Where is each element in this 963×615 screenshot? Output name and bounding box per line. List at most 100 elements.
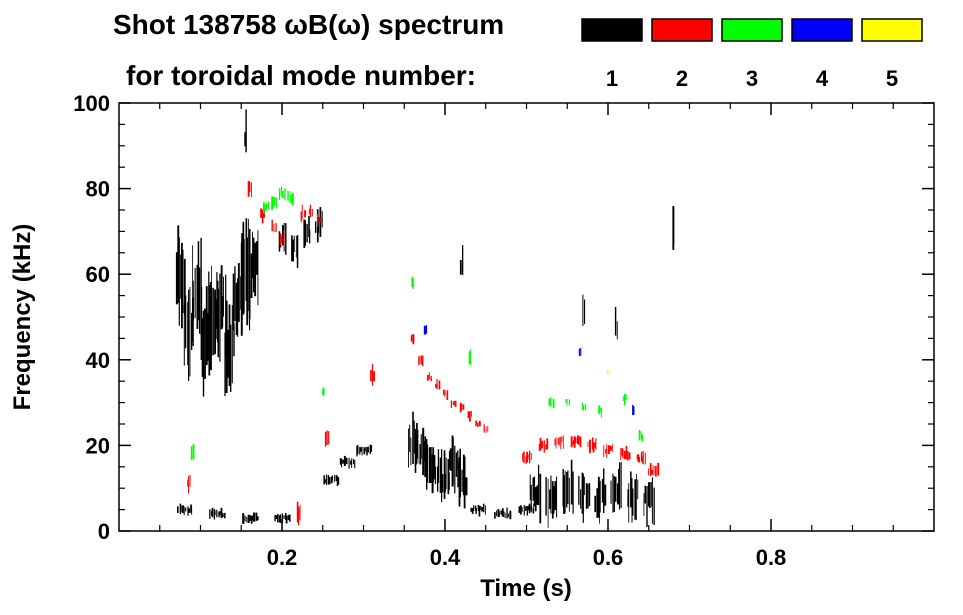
data-mark-n1 bbox=[209, 509, 211, 519]
data-mark-n3 bbox=[263, 202, 265, 214]
data-mark-n2 bbox=[522, 453, 524, 462]
data-mark-n1 bbox=[596, 488, 599, 518]
data-mark-n1 bbox=[585, 483, 587, 509]
legend-label-3: 3 bbox=[746, 66, 758, 91]
y-tick-label: 60 bbox=[86, 262, 110, 287]
data-mark-n1 bbox=[636, 474, 637, 521]
data-mark-n1 bbox=[619, 462, 621, 510]
data-mark-n3 bbox=[411, 276, 413, 288]
data-mark-n2 bbox=[328, 431, 330, 445]
data-mark-n1 bbox=[434, 466, 437, 485]
data-mark-n1 bbox=[500, 510, 502, 515]
data-mark-n1 bbox=[234, 266, 236, 321]
data-mark-n3 bbox=[190, 446, 193, 461]
data-mark-n2 bbox=[297, 507, 300, 526]
data-mark-n1 bbox=[223, 276, 224, 317]
data-mark-n1 bbox=[457, 450, 459, 469]
data-mark-n2 bbox=[546, 438, 549, 450]
data-mark-n1 bbox=[242, 221, 245, 315]
data-mark-n1 bbox=[341, 459, 343, 468]
data-mark-n2 bbox=[452, 401, 455, 406]
series-n2 bbox=[522, 435, 660, 477]
data-mark-n1 bbox=[651, 482, 652, 507]
data-mark-n1 bbox=[231, 305, 233, 384]
data-mark-n1 bbox=[651, 477, 653, 524]
data-mark-n1 bbox=[303, 219, 306, 248]
data-mark-n1 bbox=[415, 437, 417, 465]
data-mark-n3 bbox=[550, 397, 552, 407]
data-mark-n1 bbox=[275, 515, 278, 519]
data-mark-n1 bbox=[443, 450, 446, 499]
data-mark-n1 bbox=[615, 476, 617, 502]
data-mark-n2 bbox=[275, 223, 277, 232]
data-mark-n1 bbox=[414, 428, 417, 473]
data-mark-n1 bbox=[196, 264, 199, 329]
legend-swatch-4 bbox=[791, 18, 853, 42]
data-mark-n4 bbox=[632, 405, 634, 416]
data-mark-n2 bbox=[446, 390, 449, 400]
data-mark-n1 bbox=[538, 464, 540, 505]
data-mark-n1 bbox=[175, 252, 178, 305]
data-mark-n1 bbox=[637, 479, 639, 500]
legend: 1 2 3 4 5 bbox=[581, 18, 923, 91]
data-mark-n1 bbox=[455, 452, 458, 477]
data-mark-n2 bbox=[260, 208, 263, 218]
data-mark-n2 bbox=[247, 180, 250, 197]
data-mark-n1 bbox=[230, 324, 232, 392]
data-mark-n1 bbox=[616, 321, 618, 340]
data-mark-n1 bbox=[588, 483, 591, 506]
data-mark-n1 bbox=[177, 506, 179, 513]
data-mark-n2 bbox=[317, 213, 319, 227]
data-mark-n1 bbox=[248, 229, 251, 320]
data-mark-n1 bbox=[364, 447, 366, 452]
data-mark-n1 bbox=[233, 323, 235, 357]
y-tick-label: 100 bbox=[73, 91, 110, 116]
data-mark-n2 bbox=[412, 334, 415, 345]
legend-swatch-2 bbox=[651, 18, 713, 42]
data-mark-n4 bbox=[425, 325, 428, 334]
data-mark-n2 bbox=[471, 410, 472, 417]
data-mark-n3 bbox=[290, 194, 293, 203]
x-tick-label: 0.4 bbox=[430, 545, 461, 570]
legend-label-4: 4 bbox=[816, 66, 829, 91]
data-mark-n3 bbox=[581, 402, 584, 411]
data-mark-n1 bbox=[337, 477, 340, 485]
data-mark-n2 bbox=[526, 451, 528, 463]
data-mark-n4 bbox=[580, 348, 582, 356]
data-mark-n2 bbox=[450, 400, 452, 408]
data-mark-n1 bbox=[366, 447, 368, 456]
data-mark-n1 bbox=[348, 457, 350, 469]
data-mark-n1 bbox=[177, 506, 179, 513]
data-mark-n1 bbox=[410, 437, 412, 466]
data-mark-n1 bbox=[350, 460, 352, 465]
data-mark-n1 bbox=[470, 507, 473, 512]
data-mark-n2 bbox=[592, 442, 595, 453]
data-mark-n2 bbox=[326, 430, 328, 445]
data-mark-n2 bbox=[487, 425, 489, 432]
data-mark-n2 bbox=[573, 436, 576, 448]
data-mark-n3 bbox=[271, 196, 273, 210]
data-mark-n1 bbox=[188, 508, 190, 513]
data-mark-n2 bbox=[418, 356, 420, 366]
legend-label-2: 2 bbox=[676, 66, 688, 91]
data-mark-n3 bbox=[274, 197, 276, 206]
data-mark-n3 bbox=[280, 186, 282, 197]
data-mark-n1 bbox=[206, 313, 209, 361]
data-mark-n1 bbox=[214, 510, 216, 515]
data-mark-n2 bbox=[523, 451, 525, 464]
data-mark-n3 bbox=[622, 396, 624, 402]
data-mark-n1 bbox=[252, 231, 253, 279]
data-mark-n1 bbox=[447, 459, 450, 495]
data-mark-n2 bbox=[636, 454, 639, 460]
data-mark-n1 bbox=[567, 470, 569, 504]
data-mark-n1 bbox=[648, 482, 650, 507]
data-mark-n1 bbox=[369, 444, 371, 455]
axes: 0.2 0.4 0.6 0.8 0 20 40 60 80 100 bbox=[73, 91, 934, 570]
data-mark-n2 bbox=[304, 210, 306, 218]
data-mark-n1 bbox=[603, 468, 605, 514]
data-mark-n1 bbox=[199, 267, 201, 334]
data-mark-n1 bbox=[335, 475, 338, 481]
data-mark-n1 bbox=[528, 505, 529, 511]
data-mark-n1 bbox=[549, 489, 551, 510]
